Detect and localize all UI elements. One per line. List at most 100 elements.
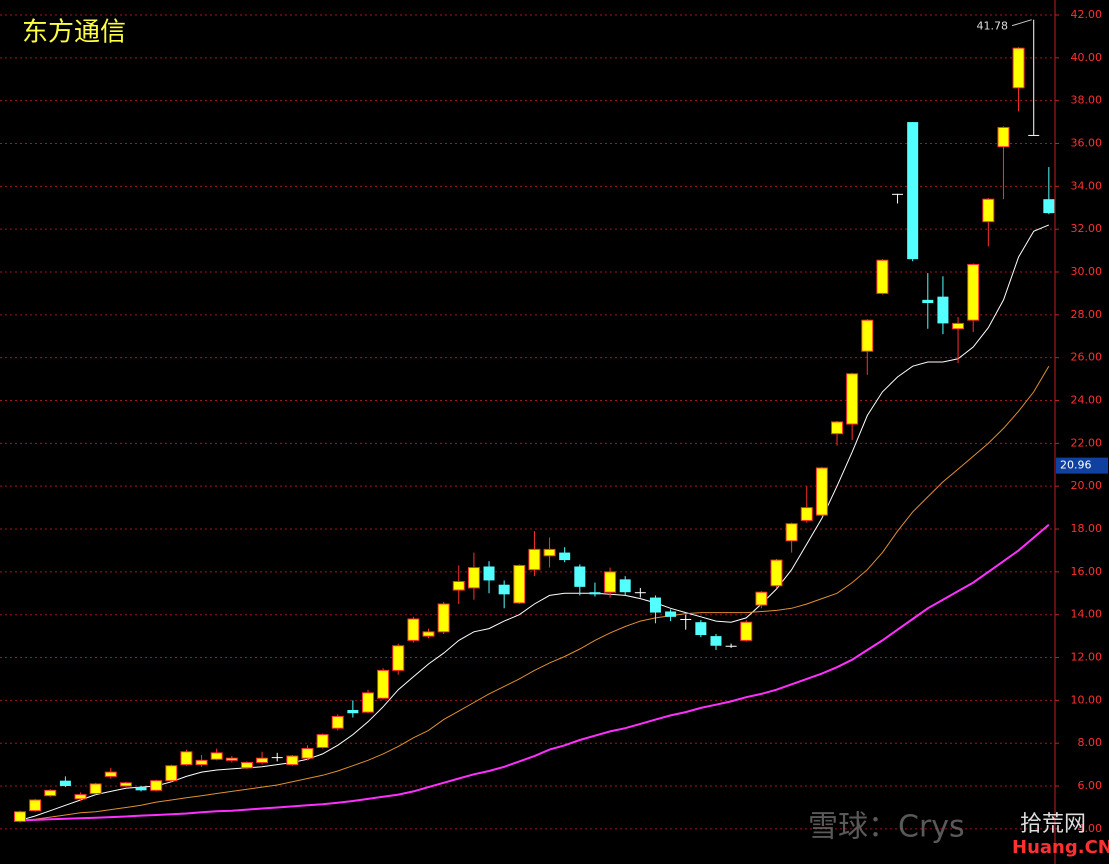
candle-body bbox=[407, 618, 420, 641]
candle-body bbox=[922, 299, 934, 304]
max-pointer bbox=[1011, 19, 1032, 27]
candle-body bbox=[937, 296, 949, 324]
y-tick-label: 12.00 bbox=[1071, 651, 1103, 664]
y-tick-label: 28.00 bbox=[1071, 308, 1103, 321]
candle-body bbox=[180, 751, 193, 766]
candle-body bbox=[755, 591, 768, 606]
candle-body bbox=[498, 584, 510, 595]
grid bbox=[0, 14, 1055, 830]
candle-body bbox=[513, 564, 526, 604]
candle-body bbox=[589, 592, 601, 595]
chart-title: 东方通信 bbox=[22, 18, 126, 48]
candle-body bbox=[165, 765, 178, 782]
y-tick-label: 14.00 bbox=[1071, 608, 1103, 621]
max-label: 41.78 bbox=[977, 20, 1009, 33]
candle-body bbox=[770, 559, 783, 587]
candle-body bbox=[619, 579, 631, 593]
candle-body bbox=[861, 319, 874, 352]
candle-body bbox=[14, 811, 26, 822]
candle-body bbox=[604, 571, 617, 593]
candle-body bbox=[361, 692, 374, 713]
y-tick-label: 42.00 bbox=[1071, 8, 1103, 21]
candle-body bbox=[210, 752, 223, 760]
candle-body bbox=[1012, 47, 1025, 89]
candle-body bbox=[377, 669, 390, 699]
price-marker-box bbox=[1056, 457, 1108, 474]
y-tick-label: 30.00 bbox=[1071, 265, 1103, 278]
candle-body bbox=[574, 566, 586, 587]
y-tick-label: 22.00 bbox=[1071, 436, 1103, 449]
candle-body bbox=[29, 799, 42, 812]
y-tick-label: 16.00 bbox=[1071, 565, 1103, 578]
candle-body bbox=[1028, 134, 1040, 136]
ma-lines bbox=[19, 224, 1050, 822]
candle-body bbox=[483, 566, 495, 581]
candle-body bbox=[316, 734, 329, 748]
candle-body bbox=[997, 126, 1010, 148]
candle-body bbox=[815, 467, 828, 516]
candle-body bbox=[271, 757, 283, 759]
candle-body bbox=[44, 789, 57, 797]
watermark: 拾荒网 bbox=[1020, 812, 1086, 837]
candle-body bbox=[543, 548, 556, 557]
candle-body bbox=[967, 264, 980, 321]
candle-body bbox=[725, 645, 737, 647]
candle-body bbox=[846, 373, 859, 425]
candle-body bbox=[634, 592, 646, 594]
y-tick-label: 20.00 bbox=[1071, 479, 1103, 492]
candle-body bbox=[301, 748, 314, 759]
candle-body bbox=[347, 710, 359, 714]
y-tick-label: 38.00 bbox=[1071, 94, 1103, 107]
y-tick-label: 32.00 bbox=[1071, 222, 1103, 235]
candle-body bbox=[785, 523, 798, 542]
candle-body bbox=[104, 771, 117, 777]
y-tick-label: 26.00 bbox=[1071, 351, 1103, 364]
candle-body bbox=[135, 787, 147, 791]
y-tick-label: 18.00 bbox=[1071, 522, 1103, 535]
ma-line bbox=[19, 224, 1049, 821]
candle-body bbox=[710, 636, 722, 646]
candle-body bbox=[680, 618, 692, 620]
candle-body bbox=[59, 780, 71, 787]
y-tick-label: 6.00 bbox=[1078, 779, 1103, 792]
candle-body bbox=[740, 621, 753, 641]
candle-body bbox=[649, 597, 661, 613]
watermark: 雪球：Crys bbox=[808, 810, 965, 845]
candle-body bbox=[437, 603, 450, 633]
candle-body bbox=[892, 193, 904, 195]
ma-line bbox=[19, 523, 1050, 822]
y-tick-label: 10.00 bbox=[1071, 693, 1103, 706]
candle-body bbox=[256, 757, 269, 763]
price-marker-label: 20.96 bbox=[1060, 459, 1092, 472]
candles bbox=[14, 19, 1055, 823]
candle-body bbox=[528, 548, 541, 571]
candle-body bbox=[452, 580, 465, 591]
candle-body bbox=[286, 755, 299, 766]
candle-body bbox=[907, 122, 919, 260]
y-tick-label: 36.00 bbox=[1071, 137, 1103, 150]
ma-line bbox=[19, 365, 1050, 821]
y-tick-label: 8.00 bbox=[1078, 736, 1103, 749]
candle-body bbox=[800, 507, 813, 521]
y-tick-label: 40.00 bbox=[1071, 51, 1103, 64]
candle-body bbox=[331, 715, 344, 729]
candle-body bbox=[559, 552, 571, 561]
candle-body bbox=[467, 567, 480, 589]
candle-body bbox=[952, 322, 965, 330]
candle-body bbox=[89, 783, 102, 795]
y-tick-label: 34.00 bbox=[1071, 179, 1103, 192]
watermark: Huang.CN bbox=[1012, 837, 1109, 858]
candle-body bbox=[74, 794, 87, 800]
candle-body bbox=[831, 421, 844, 435]
candle-body bbox=[665, 611, 677, 617]
candle-body bbox=[982, 198, 995, 223]
candle-body bbox=[150, 780, 163, 791]
candle-body bbox=[422, 631, 435, 637]
candle-body bbox=[392, 645, 405, 671]
candle-body bbox=[876, 259, 889, 294]
candle-body bbox=[119, 782, 132, 787]
candle-body bbox=[1043, 199, 1055, 214]
y-tick-label: 24.00 bbox=[1071, 394, 1103, 407]
candle-body bbox=[195, 759, 208, 766]
